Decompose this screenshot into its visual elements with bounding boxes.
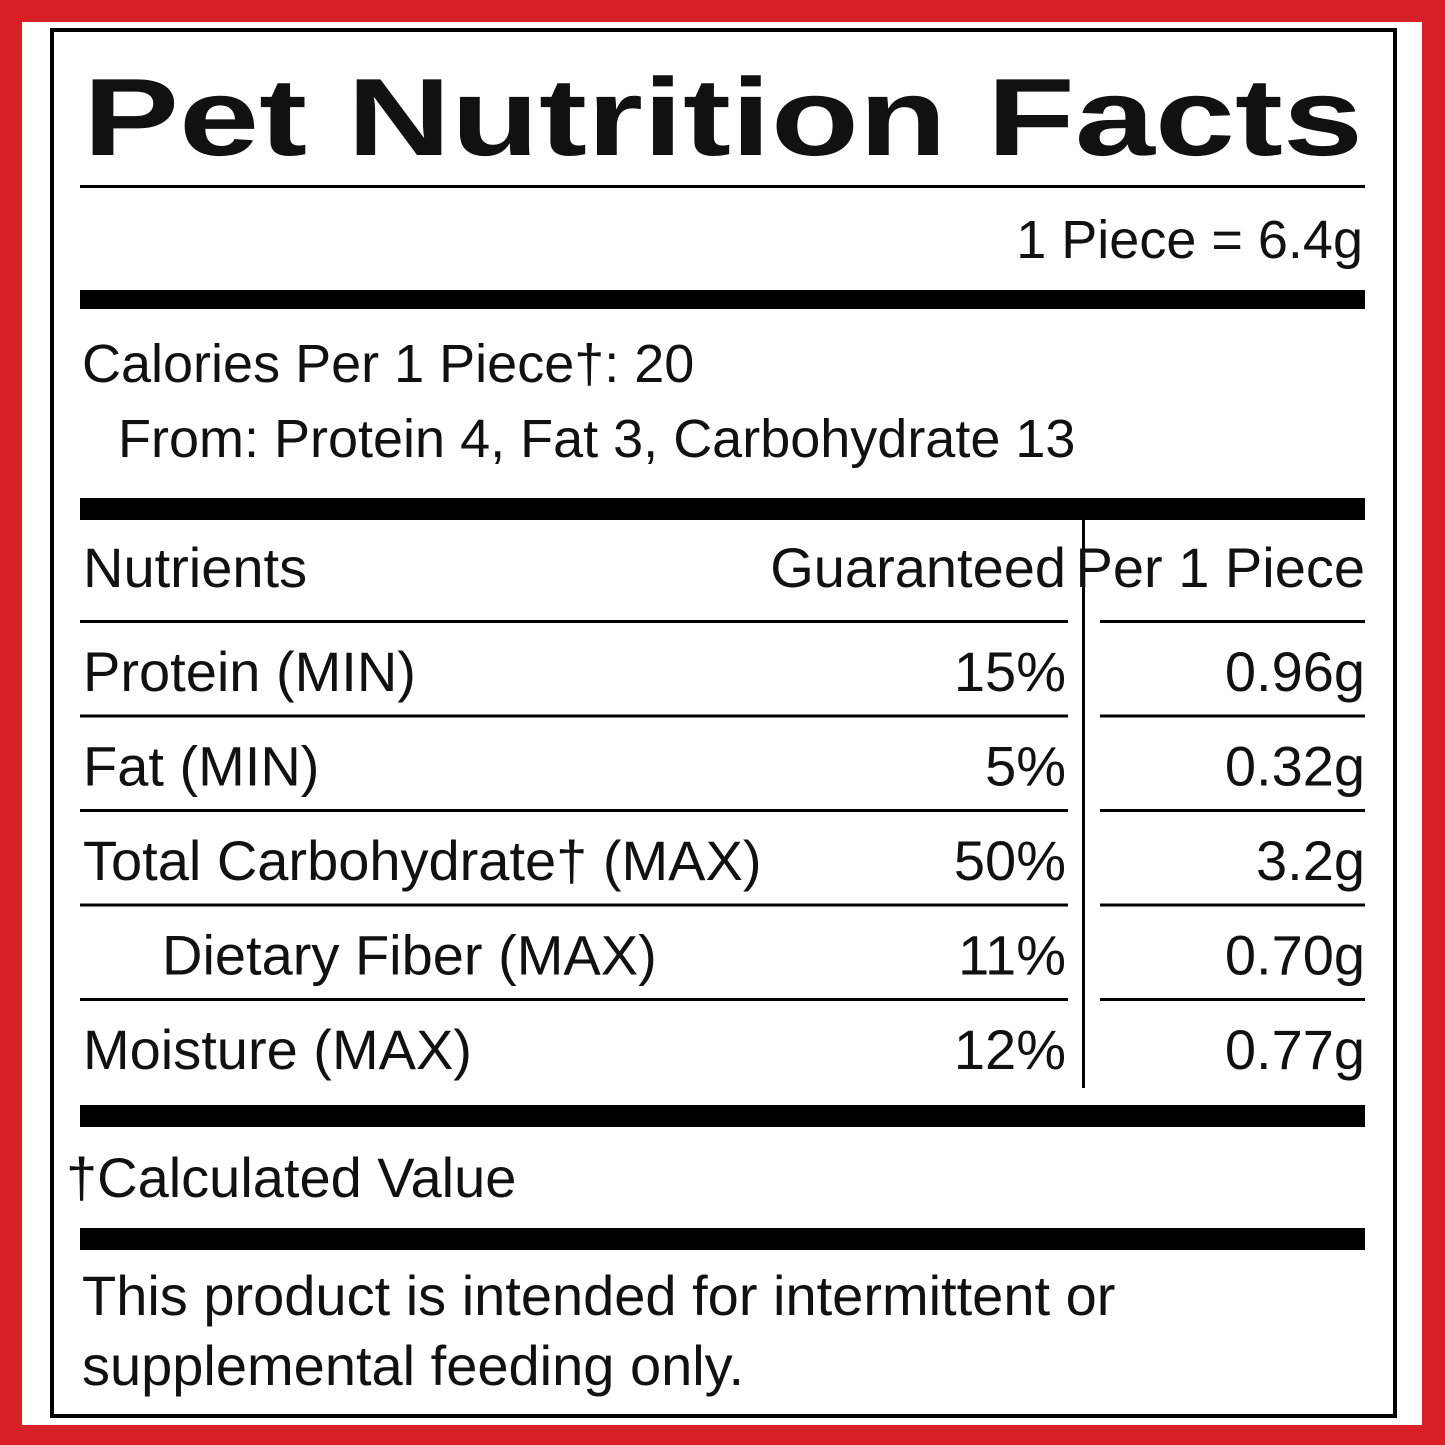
- calories: Calories Per 1 Piece†: 20: [82, 334, 694, 394]
- row-rule: [1100, 809, 1365, 812]
- nutrient-name: Dietary Fiber (MAX): [162, 924, 657, 987]
- disclaimer: supplemental feeding only.: [82, 1334, 744, 1397]
- per-piece-value: 0.96g: [1225, 640, 1365, 703]
- per-piece-value: 0.70g: [1225, 924, 1365, 987]
- column-header: Nutrients: [83, 536, 307, 599]
- row-rule: [80, 714, 1068, 718]
- disclaimer: This product is intended for intermitten…: [82, 1264, 1115, 1327]
- row-rule: [1100, 620, 1365, 623]
- serving: 1 Piece = 6.4g: [1016, 210, 1363, 270]
- row-rule: [1100, 714, 1365, 718]
- guaranteed-value: 11%: [958, 924, 1066, 987]
- row-rule: [80, 903, 1068, 907]
- table-rows: Protein (MIN) 15% 0.96g Fat (MIN) 5% 0.32g Tot…: [80, 620, 1365, 1081]
- rule: [80, 185, 1365, 188]
- column-divider: [1082, 520, 1085, 1088]
- column-header: Per 1 Piece: [1076, 536, 1366, 599]
- row-rule: [1100, 998, 1365, 1001]
- guaranteed-value: 12%: [954, 1018, 1066, 1081]
- thick-rule: [80, 290, 1365, 309]
- title: Pet Nutrition Facts: [83, 56, 1363, 179]
- thick-rule: [80, 498, 1365, 520]
- per-piece-value: 3.2g: [1256, 829, 1365, 892]
- guaranteed-value: 15%: [954, 640, 1066, 703]
- nutrient-name: Protein (MIN): [83, 640, 416, 703]
- guaranteed-value: 50%: [954, 829, 1066, 892]
- per-piece-value: 0.77g: [1225, 1018, 1365, 1081]
- guaranteed-value: 5%: [985, 735, 1066, 798]
- row-rule: [1100, 903, 1365, 907]
- footnote: †Calculated Value: [66, 1146, 516, 1209]
- thick-rule: [80, 1228, 1365, 1250]
- nutrient-name: Moisture (MAX): [83, 1018, 472, 1081]
- thick-rule: [80, 1105, 1365, 1127]
- column-header: Guaranteed: [770, 536, 1066, 599]
- row-rule: [80, 998, 1068, 1001]
- calories-from: From: Protein 4, Fat 3, Carbohydrate 13: [118, 409, 1075, 469]
- label-border: [50, 28, 1397, 1418]
- nutrient-name: Fat (MIN): [83, 735, 319, 798]
- row-rule: [80, 809, 1068, 812]
- nutrient-name: Total Carbohydrate† (MAX): [83, 829, 762, 892]
- white-panel: [22, 22, 1422, 1425]
- per-piece-value: 0.32g: [1225, 735, 1365, 798]
- row-rule: [80, 620, 1068, 623]
